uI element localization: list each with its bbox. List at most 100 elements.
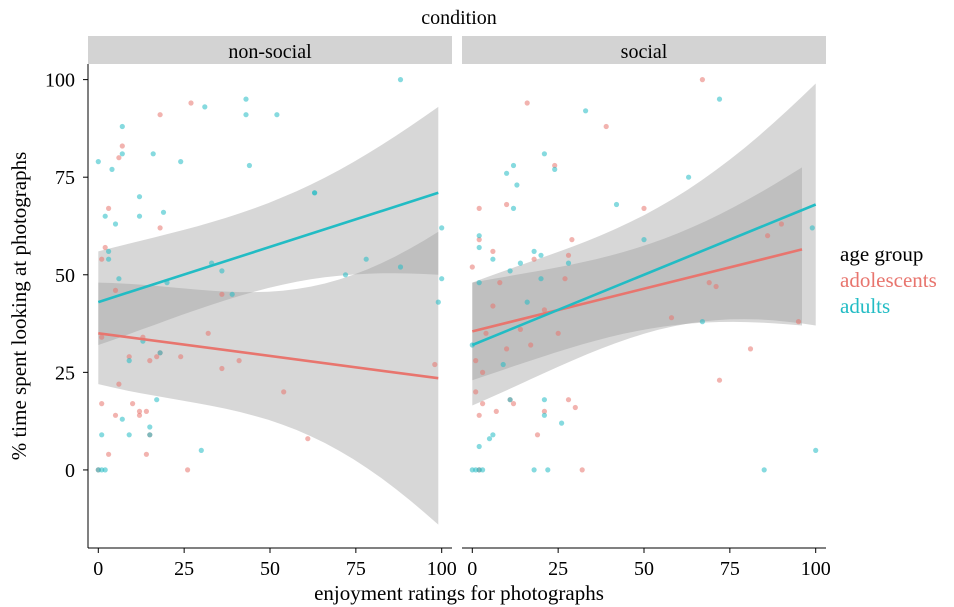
- y-tick-label: 50: [55, 265, 75, 287]
- point-adolescents-social: [699, 77, 706, 83]
- point-adults-non-social: [274, 112, 280, 118]
- point-adults-social: [583, 108, 589, 114]
- point-adults-social: [613, 201, 620, 208]
- y-tick-label: 75: [55, 167, 75, 189]
- point-adolescents-social: [517, 326, 524, 332]
- point-adults-non-social: [397, 77, 404, 83]
- point-adults-social: [641, 237, 647, 243]
- point-adolescents-non-social: [205, 330, 211, 336]
- fit-line-adults-social: [471, 203, 817, 347]
- x-tick-label: 50: [634, 558, 654, 580]
- point-adolescents-social: [490, 248, 496, 254]
- point-adolescents-social: [524, 100, 530, 106]
- point-adults-non-social: [126, 358, 132, 364]
- point-adults-non-social: [119, 123, 125, 130]
- point-adolescents-social: [480, 401, 486, 407]
- y-tick-label: 25: [55, 362, 75, 384]
- point-adults-non-social: [106, 256, 112, 262]
- point-adults-non-social: [126, 432, 132, 438]
- point-adults-non-social: [102, 213, 108, 219]
- point-adolescents-non-social: [102, 244, 108, 251]
- legend-item-adolescents: adolescents: [840, 268, 937, 292]
- point-adolescents-non-social: [126, 354, 132, 360]
- point-adolescents-non-social: [219, 291, 225, 297]
- point-adolescents-social: [603, 123, 609, 130]
- point-adolescents-social: [569, 237, 575, 243]
- x-tick-label: 25: [174, 558, 194, 580]
- point-adults-social: [541, 151, 548, 157]
- point-adults-social: [476, 443, 482, 450]
- point-adults-non-social: [154, 397, 160, 403]
- legend-title: age group: [840, 242, 923, 266]
- point-adolescents-social: [541, 408, 548, 414]
- point-adolescents-social: [469, 264, 475, 270]
- point-adults-social: [490, 256, 496, 262]
- fit-line-adolescents-social: [471, 248, 803, 333]
- x-tick-label: 0: [467, 558, 477, 580]
- point-adolescents-non-social: [116, 381, 122, 387]
- fit-line-adults-non-social: [97, 191, 439, 304]
- point-adults-social: [507, 268, 513, 274]
- point-adults-non-social: [160, 209, 167, 215]
- point-adolescents-social: [716, 377, 723, 383]
- x-tick-label: 100: [427, 558, 457, 580]
- point-adolescents-social: [795, 319, 802, 325]
- point-adults-non-social: [106, 248, 112, 254]
- point-adolescents-social: [778, 221, 785, 227]
- point-adults-social: [531, 248, 537, 254]
- legend-item-adults: adults: [840, 294, 890, 318]
- x-tick-label: 75: [720, 558, 740, 580]
- point-adults-non-social: [246, 162, 252, 169]
- point-adults-social: [545, 467, 551, 473]
- point-adolescents-non-social: [99, 401, 105, 407]
- x-tick-label: 50: [260, 558, 280, 580]
- point-adolescents-non-social: [116, 155, 122, 161]
- point-adolescents-social: [476, 412, 482, 418]
- point-adults-non-social: [178, 159, 184, 165]
- point-adolescents-social: [483, 330, 489, 336]
- fit-line-adolescents-non-social: [98, 332, 439, 380]
- point-adolescents-social: [565, 252, 572, 258]
- point-adults-social: [813, 447, 819, 453]
- point-adolescents-non-social: [188, 100, 194, 106]
- point-adults-non-social: [119, 151, 125, 157]
- point-adolescents-social: [641, 205, 647, 211]
- point-adolescents-non-social: [119, 143, 125, 149]
- point-adolescents-non-social: [157, 112, 163, 118]
- point-adolescents-social: [541, 307, 548, 313]
- point-adults-social: [565, 260, 572, 266]
- point-adults-non-social: [109, 166, 115, 172]
- point-adults-non-social: [397, 264, 404, 270]
- point-adults-social: [559, 420, 565, 426]
- point-adults-social: [686, 174, 692, 180]
- point-adolescents-non-social: [219, 365, 225, 372]
- x-tick-label: 25: [548, 558, 568, 580]
- facet-title: condition: [421, 7, 497, 29]
- point-adults-non-social: [147, 432, 153, 438]
- point-adolescents-social: [510, 401, 517, 407]
- point-adolescents-social: [565, 397, 572, 403]
- strip-social: [462, 36, 826, 64]
- point-adults-social: [524, 299, 530, 305]
- point-adolescents-social: [504, 346, 510, 352]
- point-adolescents-social: [493, 408, 499, 414]
- point-adults-non-social: [136, 213, 143, 219]
- axes-ticks: 0 25 50 75 100 0 25 50 75 100 0 25 50 75 100: [45, 70, 831, 580]
- point-adults-social: [476, 244, 482, 251]
- point-adults-non-social: [312, 190, 318, 196]
- point-adolescents-social: [476, 205, 482, 211]
- ci-band-adolescents-social: [472, 167, 802, 381]
- point-adults-non-social: [229, 291, 235, 297]
- point-adolescents-social: [528, 342, 534, 348]
- point-adults-non-social: [243, 112, 249, 118]
- point-adolescents-social: [555, 330, 561, 336]
- point-adults-social: [476, 233, 482, 239]
- point-adults-social: [517, 260, 524, 266]
- strip-label-social: social: [621, 41, 668, 63]
- y-axis-title: % time spent looking at photographs: [7, 152, 31, 461]
- point-adults-non-social: [243, 96, 249, 102]
- point-adults-social: [490, 432, 496, 438]
- point-adults-non-social: [147, 424, 153, 430]
- point-adolescents-non-social: [99, 256, 105, 262]
